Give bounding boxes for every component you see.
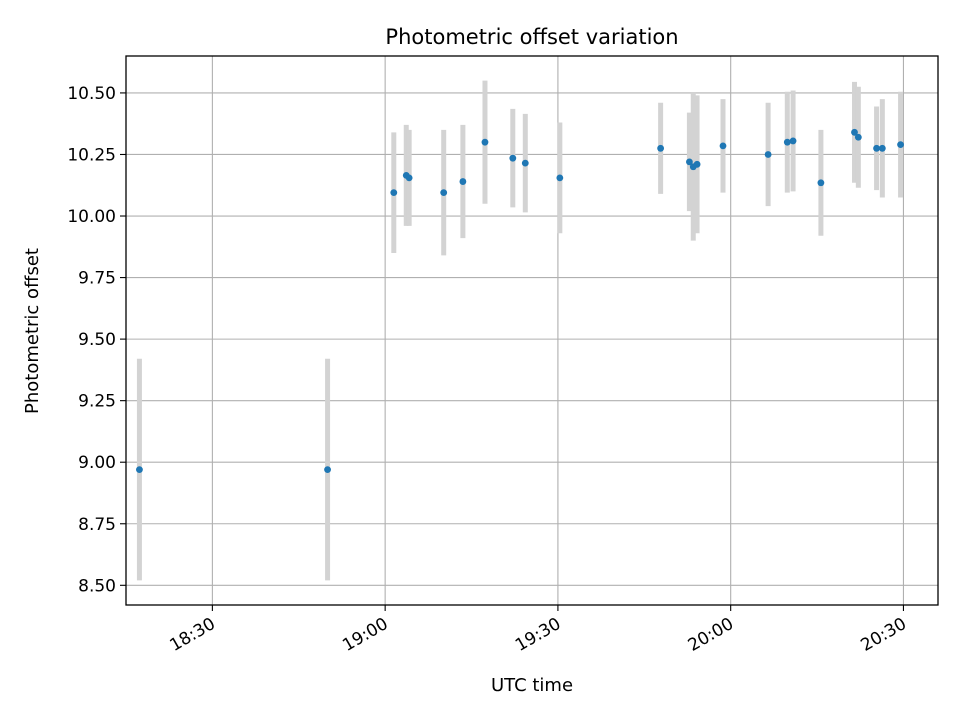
- data-point: [136, 466, 143, 473]
- data-point: [878, 144, 886, 152]
- data-point: [873, 144, 880, 152]
- data-point: [686, 158, 693, 166]
- chart-title: Photometric offset variation: [385, 25, 678, 49]
- y-tick-label: 9.00: [78, 453, 116, 473]
- data-point: [789, 137, 797, 145]
- data-point: [764, 151, 772, 158]
- data-points: [136, 128, 904, 473]
- y-tick-label: 8.75: [78, 515, 116, 535]
- data-point: [390, 189, 398, 197]
- y-tick-label: 8.50: [78, 576, 116, 596]
- y-tick-label: 9.25: [78, 392, 116, 412]
- y-tick-label: 10.25: [67, 145, 116, 165]
- data-point: [459, 178, 467, 185]
- data-point: [719, 142, 727, 150]
- data-point: [440, 189, 448, 197]
- y-tick-label: 9.50: [78, 330, 116, 350]
- data-point: [481, 138, 489, 146]
- y-tick-label: 10.50: [67, 84, 116, 104]
- data-point: [851, 128, 858, 136]
- data-point: [817, 179, 825, 187]
- data-point: [657, 144, 665, 152]
- y-tick-label: 10.00: [67, 207, 116, 227]
- grid: [126, 56, 938, 605]
- x-axis-label: UTC time: [491, 675, 573, 696]
- data-point: [783, 138, 791, 146]
- data-point: [521, 159, 529, 167]
- data-point: [556, 174, 564, 182]
- data-point: [324, 466, 331, 473]
- y-axis: 8.50 8.75 9.00 9.25 9.50 9.75 10.00 10.25 10.50: [67, 84, 126, 596]
- data-point: [854, 133, 862, 141]
- y-axis-label: Photometric offset: [22, 248, 43, 414]
- plot-frame: [125, 55, 939, 606]
- data-point: [897, 141, 904, 149]
- data-point: [693, 160, 701, 168]
- data-point: [509, 154, 517, 162]
- data-point: [405, 174, 413, 182]
- y-tick-label: 9.75: [78, 269, 116, 289]
